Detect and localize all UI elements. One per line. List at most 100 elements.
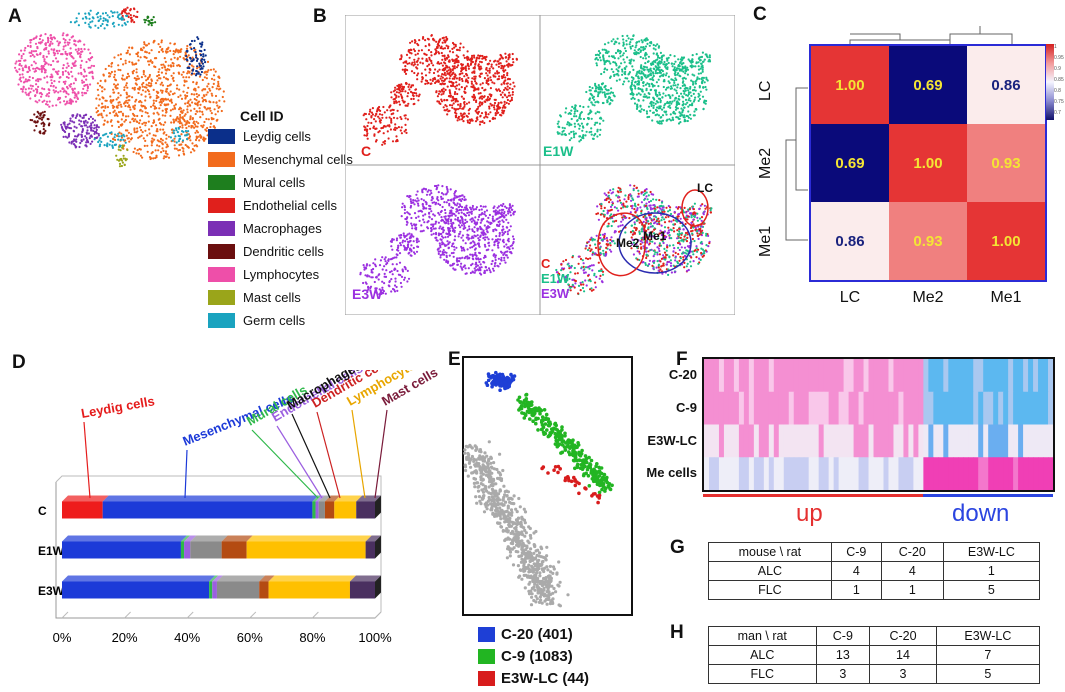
tsne-dot xyxy=(695,256,698,259)
tsne-dot xyxy=(639,93,642,96)
tsne-dot xyxy=(43,88,46,91)
tsne-dot xyxy=(430,34,433,37)
tsne-dot xyxy=(494,258,497,262)
tsne-dot xyxy=(181,124,184,127)
tsne-dot xyxy=(129,108,132,111)
tsne-dot xyxy=(475,111,478,114)
tsne-dot xyxy=(203,76,206,79)
tsne-dot xyxy=(176,116,179,119)
tsne-dot xyxy=(406,118,409,121)
tsne-dot xyxy=(604,84,607,88)
tsne-dot xyxy=(668,244,671,247)
tsne-dot xyxy=(405,53,409,57)
tsne-dot xyxy=(432,227,436,230)
tsne-dot xyxy=(122,138,125,141)
tsne-dot xyxy=(445,77,448,80)
tsne-dot xyxy=(635,74,638,77)
tsne-dot xyxy=(60,123,63,126)
tsne-dot xyxy=(182,152,185,155)
tsne-dot xyxy=(185,126,188,130)
tsne-dot xyxy=(570,137,573,140)
tsne-dot xyxy=(85,74,88,77)
tsne-dot xyxy=(463,264,466,267)
tsne-dot xyxy=(113,83,116,86)
tsne-dot xyxy=(637,80,640,83)
tsne-dot xyxy=(75,100,78,103)
tsne-dot xyxy=(512,238,515,241)
tsne-dot xyxy=(508,204,511,207)
tsne-dot xyxy=(442,92,445,95)
tsne-dot xyxy=(687,99,690,102)
tsne-dot xyxy=(175,119,178,122)
tsne-dot xyxy=(645,87,648,90)
tsne-dot xyxy=(573,132,576,135)
tsne-dot xyxy=(560,133,563,136)
tsne-dot xyxy=(154,82,158,85)
tsne-dot xyxy=(474,216,477,219)
tsne-dot xyxy=(54,86,58,89)
tsne-dot xyxy=(687,93,690,96)
tsne-dot xyxy=(381,286,384,289)
tsne-dot xyxy=(45,46,48,49)
tsne-dot xyxy=(95,97,98,100)
tsne-dot xyxy=(475,257,478,260)
tsne-dot xyxy=(73,87,76,90)
tsne-dot xyxy=(172,132,176,135)
tsne-dot xyxy=(200,70,203,74)
tsne-dot xyxy=(106,24,109,27)
tsne-dot xyxy=(430,59,433,63)
tsne-dot xyxy=(378,113,381,116)
tsne-dot xyxy=(467,234,470,237)
tsne-dot xyxy=(484,245,487,248)
tsne-dot xyxy=(132,14,135,17)
tsne-dot xyxy=(196,131,200,134)
tsne-dot xyxy=(168,68,171,71)
tsne-dot xyxy=(678,230,681,233)
tsne-dot xyxy=(205,77,208,80)
tsne-dot xyxy=(696,250,699,253)
tsne-dot xyxy=(45,94,48,97)
tsne-dot xyxy=(118,165,122,168)
tsne-dot xyxy=(209,101,212,104)
tsne-dot xyxy=(194,102,197,105)
tsne-dot xyxy=(459,42,462,45)
tsne-dot xyxy=(37,67,40,70)
legend-label: Mesenchymal cells xyxy=(243,152,353,167)
tsne-dot xyxy=(153,120,156,124)
tsne-dot xyxy=(484,205,487,208)
tsne-dot xyxy=(161,47,164,51)
tsne-dot xyxy=(49,63,53,67)
tsne-dot xyxy=(503,256,506,259)
tsne-dot xyxy=(406,233,409,236)
tsne-dot xyxy=(602,119,605,122)
tsne-dot xyxy=(214,113,217,116)
tsne-dot xyxy=(501,96,504,99)
tsne-dot xyxy=(660,122,663,125)
tsne-dot xyxy=(157,91,160,94)
tsne-dot xyxy=(678,95,681,98)
tsne-dot xyxy=(443,73,446,76)
tsne-dot xyxy=(435,220,438,223)
tsne-dot xyxy=(476,268,479,271)
tsne-dot xyxy=(128,53,131,56)
tsne-dot xyxy=(117,138,120,141)
tsne-dot xyxy=(162,63,165,66)
tsne-dot xyxy=(362,114,365,117)
tsne-dot xyxy=(636,51,639,55)
tsne-dot xyxy=(446,57,449,60)
tsne-dot xyxy=(407,85,410,88)
tsne-dot xyxy=(186,105,189,108)
tsne-dot xyxy=(145,51,148,54)
tsne-dot xyxy=(191,56,194,59)
tsne-dot xyxy=(472,244,475,247)
tsne-dot xyxy=(455,87,458,90)
tsne-dot xyxy=(147,81,151,85)
tsne-dot xyxy=(494,238,498,241)
tsne-dot xyxy=(156,128,159,131)
tsne-dot xyxy=(405,238,409,241)
tsne-dot xyxy=(587,117,590,121)
tsne-dot xyxy=(186,91,189,94)
tsne-dot xyxy=(706,79,709,82)
tsne-dot xyxy=(406,244,409,247)
tsne-dot xyxy=(431,223,435,226)
